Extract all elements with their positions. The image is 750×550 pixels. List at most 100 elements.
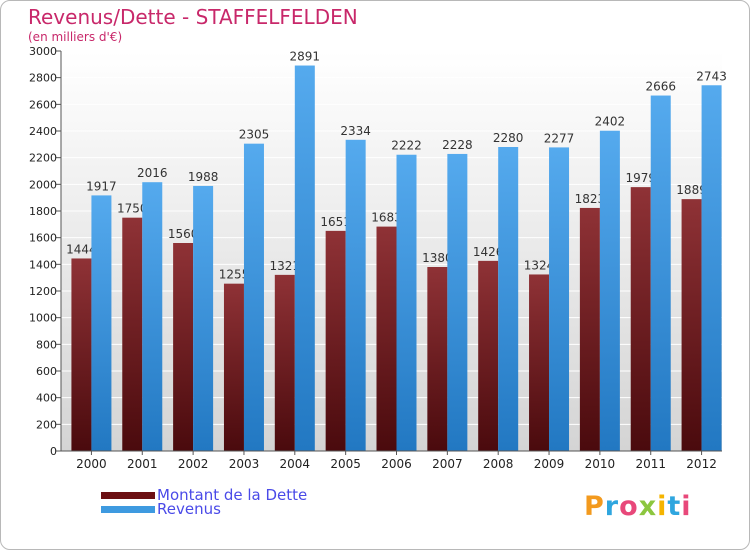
bar-dette xyxy=(681,199,702,451)
bar-revenus xyxy=(498,147,519,451)
data-label-dette: 1380 xyxy=(422,251,453,265)
data-label-revenus: 1917 xyxy=(86,179,117,193)
data-label-dette: 1823 xyxy=(575,192,606,206)
data-label-revenus: 2305 xyxy=(239,128,270,142)
data-label-dette: 1444 xyxy=(66,242,97,256)
bar-dette xyxy=(223,283,244,451)
axes: 0 200 400 600 800 1000 1200 1400 1600 1800 2000 220… xyxy=(29,45,722,471)
y-tick-label: 1400 xyxy=(29,258,57,271)
data-label-dette: 1321 xyxy=(270,259,301,273)
x-tick-label: 2007 xyxy=(432,457,463,471)
bar-dette xyxy=(325,230,346,451)
logo-letter: P xyxy=(584,491,605,522)
data-label-revenus: 2228 xyxy=(442,138,473,152)
data-label-revenus: 1988 xyxy=(188,170,219,184)
x-tick-label: 2000 xyxy=(76,457,107,471)
bar-dette xyxy=(478,260,499,451)
x-tick-label: 2001 xyxy=(127,457,158,471)
data-label-dette: 1255 xyxy=(219,268,250,282)
y-tick-label: 800 xyxy=(36,338,57,351)
bar-revenus xyxy=(142,182,163,451)
y-tick-label: 1600 xyxy=(29,232,57,245)
bar-revenus xyxy=(396,154,417,451)
data-label-dette: 1426 xyxy=(473,245,504,259)
bar-dette xyxy=(71,258,92,451)
legend-label-dette: Montant de la Dette xyxy=(157,486,308,504)
data-label-revenus: 2280 xyxy=(493,131,524,145)
logo-letter: r xyxy=(604,491,620,522)
y-tick-label: 3000 xyxy=(29,45,57,58)
bar-dette xyxy=(173,243,194,451)
y-tick-label: 400 xyxy=(36,392,57,405)
y-tick-label: 600 xyxy=(36,365,57,378)
x-tick-label: 2012 xyxy=(686,457,717,471)
y-tick-label: 1800 xyxy=(29,205,57,218)
data-label-revenus: 2222 xyxy=(391,139,422,153)
x-tick-label: 2002 xyxy=(178,457,209,471)
logo-letter: o xyxy=(619,491,639,522)
bar-revenus xyxy=(294,65,315,452)
legend-item-dette: Montant de la Dette xyxy=(101,486,308,504)
data-label-revenus: 2666 xyxy=(645,80,676,94)
x-tick-label: 2005 xyxy=(330,457,361,471)
data-label-revenus: 2277 xyxy=(544,131,575,145)
bar-revenus xyxy=(599,130,620,451)
bar-dette xyxy=(529,274,550,451)
legend-label-revenus: Revenus xyxy=(157,500,221,518)
bar-revenus xyxy=(447,153,468,451)
logo-letter: i xyxy=(681,491,692,522)
data-label-revenus: 2334 xyxy=(340,124,371,138)
logo-letter: i xyxy=(657,491,668,522)
bar-dette xyxy=(630,187,651,451)
bar-dette xyxy=(427,267,448,451)
bar-revenus xyxy=(243,143,264,451)
bar-dette xyxy=(376,226,397,451)
data-label-revenus: 2016 xyxy=(137,166,168,180)
x-tick-label: 2009 xyxy=(534,457,565,471)
data-label-revenus: 2891 xyxy=(290,50,321,64)
x-tick-label: 2008 xyxy=(483,457,514,471)
proxiti-logo: Proxiti xyxy=(584,491,692,522)
x-tick-label: 2006 xyxy=(381,457,412,471)
chart-title: Revenus/Dette - STAFFELFELDEN xyxy=(28,5,358,29)
y-tick-label: 1000 xyxy=(29,312,57,325)
y-tick-label: 200 xyxy=(36,418,57,431)
legend-item-revenus: Revenus xyxy=(101,500,221,518)
x-tick-label: 2010 xyxy=(585,457,616,471)
data-label-dette: 1889 xyxy=(676,183,707,197)
x-tick-label: 2004 xyxy=(280,457,311,471)
x-tick-label: 2003 xyxy=(229,457,260,471)
bar-dette xyxy=(579,207,600,451)
y-tick-label: 2400 xyxy=(29,125,57,138)
data-label-dette: 1683 xyxy=(371,211,402,225)
legend-swatch-dette xyxy=(101,491,155,499)
bar-revenus xyxy=(345,139,366,452)
bar-revenus xyxy=(193,185,214,451)
logo-letter: x xyxy=(638,491,658,522)
y-tick-label: 1200 xyxy=(29,285,57,298)
y-tick-label: 2200 xyxy=(29,152,57,165)
y-tick-label: 2000 xyxy=(29,178,57,191)
y-tick-label: 2600 xyxy=(29,98,57,111)
x-tick-label: 2011 xyxy=(635,457,666,471)
bar-dette xyxy=(122,217,143,451)
data-label-revenus: 2402 xyxy=(595,115,626,129)
data-label-dette: 1750 xyxy=(117,202,148,216)
legend-swatch-revenus xyxy=(101,505,155,513)
bar-revenus xyxy=(650,95,671,452)
bar-revenus xyxy=(91,195,112,451)
bar-revenus xyxy=(549,147,570,451)
data-label-dette: 1979 xyxy=(625,171,656,185)
y-tick-label: 0 xyxy=(50,445,57,458)
data-label-dette: 1651 xyxy=(320,215,351,229)
bar-revenus xyxy=(701,85,722,452)
data-label-revenus: 2743 xyxy=(696,69,727,83)
bar-dette xyxy=(274,274,295,451)
chart-subtitle: (en milliers d'€) xyxy=(28,30,123,44)
data-label-dette: 1560 xyxy=(168,227,199,241)
data-label-dette: 1324 xyxy=(524,258,555,272)
logo-letter: t xyxy=(667,491,682,522)
